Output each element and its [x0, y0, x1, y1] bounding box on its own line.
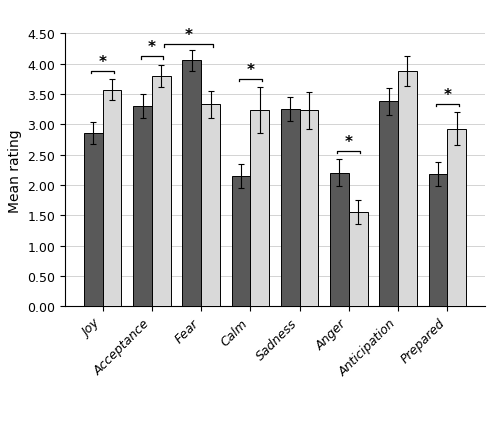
Bar — [300, 111, 318, 307]
Bar — [250, 111, 269, 307]
Text: *: * — [184, 28, 192, 43]
Bar — [232, 176, 250, 307]
Bar — [330, 173, 349, 307]
Bar — [201, 105, 220, 307]
Bar — [281, 110, 299, 307]
Text: *: * — [443, 88, 451, 103]
Bar — [182, 61, 201, 307]
Text: *: * — [148, 40, 156, 55]
Bar — [447, 129, 466, 307]
Text: *: * — [99, 55, 107, 70]
Bar — [380, 102, 398, 307]
Bar — [428, 175, 447, 307]
Bar — [103, 90, 122, 307]
Text: *: * — [345, 135, 353, 150]
Y-axis label: Mean rating: Mean rating — [8, 129, 22, 212]
Bar — [349, 213, 368, 307]
Text: *: * — [246, 63, 254, 78]
Bar — [134, 107, 152, 307]
Bar — [398, 72, 416, 307]
Bar — [152, 77, 171, 307]
Bar — [84, 134, 103, 307]
